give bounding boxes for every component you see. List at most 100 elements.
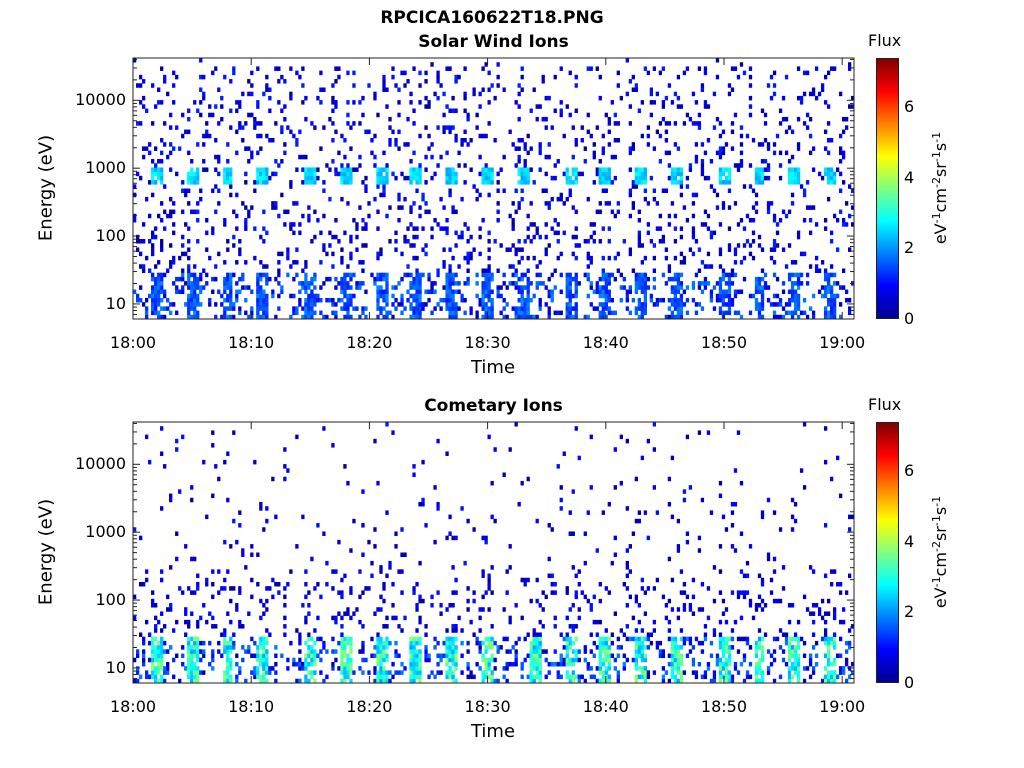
- flux-pixel: [160, 239, 164, 244]
- flux-pixel: [472, 87, 476, 92]
- flux-pixel: [169, 112, 173, 118]
- flux-pixel: [505, 666, 509, 671]
- flux-pixel: [517, 104, 521, 109]
- flux-pixel: [451, 603, 455, 608]
- flux-pixel: [331, 83, 335, 88]
- flux-pixel: [235, 129, 239, 135]
- flux-pixel: [520, 615, 524, 621]
- flux-pixel: [784, 640, 789, 646]
- flux-pixel: [379, 251, 383, 257]
- flux-pixel: [238, 289, 242, 295]
- flux-pixel: [487, 70, 491, 76]
- flux-pixel: [349, 297, 353, 303]
- flux-pixel: [424, 209, 428, 215]
- flux-pixel: [286, 272, 290, 278]
- flux-pixel: [403, 615, 407, 621]
- flux-pixel: [340, 624, 344, 629]
- flux-pixel: [154, 615, 158, 621]
- flux-pixel: [250, 289, 254, 295]
- flux-pixel: [151, 159, 155, 164]
- flux-pixel: [157, 285, 161, 290]
- flux-pixel: [376, 226, 380, 231]
- flux-pixel: [262, 636, 266, 642]
- flux-pixel: [346, 163, 350, 168]
- flux-pixel: [265, 607, 269, 612]
- flux-pixel: [400, 293, 404, 299]
- flux-pixel: [310, 293, 314, 299]
- flux-pixel: [154, 264, 158, 269]
- flux-pixel: [355, 285, 359, 290]
- flux-pixel: [700, 289, 705, 295]
- flux-pixel: [718, 670, 723, 675]
- flux-pixel: [490, 678, 494, 684]
- flux-pixel: [652, 243, 657, 248]
- flux-pixel: [232, 518, 236, 524]
- flux-pixel: [649, 297, 654, 303]
- flux-pixel: [832, 636, 837, 642]
- flux-pixel: [418, 100, 422, 105]
- flux-pixel: [307, 213, 311, 219]
- flux-pixel: [781, 209, 786, 215]
- flux-pixel: [361, 657, 365, 663]
- flux-pixel: [259, 285, 263, 290]
- flux-pixel: [229, 314, 233, 320]
- flux-pixel: [292, 201, 296, 206]
- flux-pixel: [238, 666, 242, 671]
- flux-pixel: [301, 100, 305, 105]
- flux-pixel: [851, 514, 855, 520]
- flux-pixel: [211, 594, 215, 600]
- flux-pixel: [751, 615, 756, 621]
- flux-pixel: [445, 226, 449, 231]
- flux-pixel: [283, 222, 287, 227]
- flux-pixel: [145, 434, 149, 440]
- flux-pixel: [376, 255, 380, 261]
- panel-1-y-axis-label: Energy (eV): [35, 134, 57, 242]
- flux-pixel: [424, 653, 428, 659]
- flux-pixel: [229, 674, 233, 680]
- flux-pixel: [304, 615, 308, 621]
- flux-pixel: [484, 310, 488, 316]
- flux-pixel: [448, 192, 452, 198]
- flux-pixel: [415, 167, 419, 172]
- flux-pixel: [700, 163, 705, 168]
- flux-pixel: [568, 645, 572, 650]
- flux-pixel: [664, 247, 669, 252]
- flux-pixel: [415, 603, 419, 608]
- flux-pixel: [844, 222, 849, 227]
- flux-pixel: [670, 289, 675, 295]
- flux-pixel: [310, 302, 314, 307]
- flux-pixel: [151, 234, 155, 240]
- colorbar-2-label: eV-1cm-2sr-1s-1: [929, 495, 951, 609]
- flux-pixel: [589, 255, 593, 261]
- flux-pixel: [628, 188, 632, 194]
- flux-pixel: [463, 108, 467, 114]
- flux-pixel: [613, 657, 617, 663]
- flux-pixel: [196, 281, 200, 286]
- flux-pixel: [694, 636, 699, 642]
- flux-pixel: [241, 91, 245, 97]
- flux-pixel: [559, 632, 563, 637]
- flux-pixel: [790, 314, 795, 320]
- flux-pixel: [562, 657, 566, 663]
- flux-pixel: [586, 112, 590, 118]
- flux-pixel: [499, 645, 503, 650]
- flux-pixel: [340, 276, 344, 282]
- flux-pixel: [175, 285, 179, 290]
- flux-pixel: [634, 87, 638, 92]
- flux-pixel: [649, 640, 654, 646]
- flux-pixel: [379, 306, 383, 311]
- flux-pixel: [226, 285, 230, 290]
- flux-pixel: [268, 666, 272, 671]
- flux-pixel: [418, 180, 422, 185]
- flux-pixel: [403, 234, 407, 240]
- flux-pixel: [181, 272, 185, 278]
- flux-pixel: [625, 565, 629, 570]
- flux-pixel: [361, 260, 365, 265]
- flux-pixel: [760, 285, 765, 290]
- flux-pixel: [418, 598, 422, 604]
- flux-pixel: [766, 285, 771, 290]
- flux-pixel: [517, 276, 521, 282]
- flux-pixel: [160, 506, 164, 511]
- flux-pixel: [298, 154, 302, 160]
- flux-pixel: [511, 217, 515, 223]
